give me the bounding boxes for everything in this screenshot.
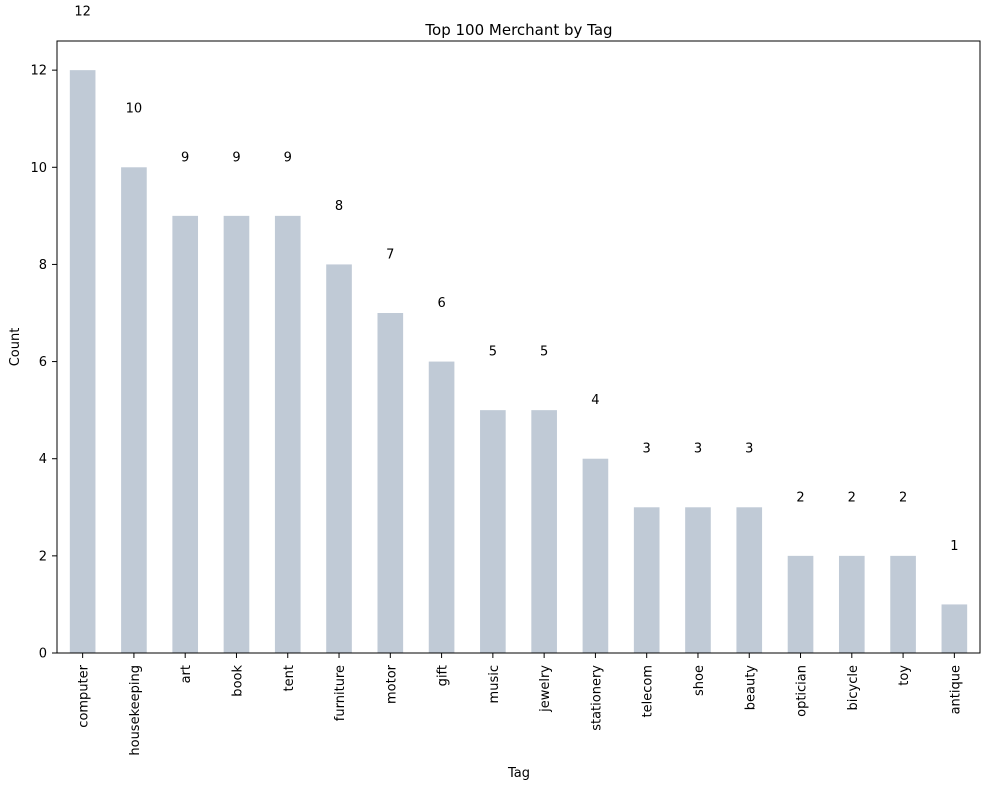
bar-toy — [890, 555, 916, 653]
x-tick-label-tent: tent — [282, 665, 297, 691]
bar-shoe — [685, 507, 711, 653]
x-tick-label-bicycle: bicycle — [846, 665, 861, 710]
x-tick-label-antique: antique — [948, 665, 963, 714]
bars-layer — [69, 70, 968, 654]
bar-furniture — [326, 264, 352, 653]
data-label-music: 5 — [489, 345, 497, 360]
y-tick-label-4: 4 — [39, 452, 47, 467]
x-tick-label-beauty: beauty — [743, 665, 758, 711]
x-tick-label-jewelry: jewelry — [538, 665, 553, 713]
chart-title: Top 100 Merchant by Tag — [424, 21, 612, 39]
y-axis: 0 2 4 6 8 10 12 — [30, 64, 57, 662]
data-label-telecom: 3 — [643, 442, 651, 457]
data-label-computer: 12 — [74, 5, 91, 20]
x-tick-label-housekeeping: housekeeping — [128, 665, 143, 756]
data-labels-layer: 12 10 9 9 9 8 7 6 5 5 4 3 3 3 2 2 2 1 — [74, 5, 958, 554]
data-label-gift: 6 — [437, 296, 445, 311]
y-tick-label-0: 0 — [39, 647, 47, 662]
bar-antique — [941, 604, 968, 653]
bar-stationery — [582, 458, 609, 653]
data-label-optician: 2 — [796, 490, 804, 505]
x-tick-label-furniture: furniture — [333, 665, 348, 721]
bar-jewelry — [531, 410, 557, 653]
x-tick-label-shoe: shoe — [692, 665, 707, 696]
data-label-housekeeping: 10 — [126, 102, 143, 117]
x-tick-label-toy: toy — [897, 665, 912, 686]
bar-telecom — [633, 507, 660, 653]
x-tick-label-book: book — [230, 665, 245, 697]
y-tick-label-12: 12 — [30, 64, 47, 79]
bar-music — [480, 410, 506, 653]
data-label-shoe: 3 — [694, 442, 702, 457]
x-tick-label-computer: computer — [77, 664, 92, 727]
y-axis-label: Count — [8, 328, 23, 367]
data-label-art: 9 — [181, 150, 189, 165]
y-tick-label-10: 10 — [30, 161, 47, 176]
data-label-book: 9 — [232, 150, 240, 165]
data-label-motor: 7 — [386, 247, 394, 262]
x-tick-label-gift: gift — [436, 665, 451, 686]
bar-gift — [428, 361, 455, 653]
bar-computer — [69, 70, 96, 653]
x-tick-label-art: art — [179, 665, 194, 683]
x-tick-label-music: music — [487, 665, 502, 703]
bar-bicycle — [838, 555, 865, 653]
data-label-beauty: 3 — [745, 442, 753, 457]
bar-optician — [787, 555, 814, 653]
bar-housekeeping — [121, 167, 147, 654]
x-axis: computer housekeeping art book tent furniture… — [77, 653, 963, 756]
plot-frame — [56, 40, 981, 654]
x-tick-label-optician: optician — [795, 665, 810, 717]
bar-art — [172, 215, 199, 653]
data-label-bicycle: 2 — [848, 490, 856, 505]
data-label-stationery: 4 — [591, 393, 599, 408]
bar-motor — [377, 313, 404, 653]
data-label-tent: 9 — [284, 150, 292, 165]
bar-tent — [274, 215, 301, 653]
data-label-toy: 2 — [899, 490, 907, 505]
x-axis-label: Tag — [507, 766, 530, 781]
y-tick-label-8: 8 — [39, 258, 47, 273]
bar-beauty — [736, 507, 763, 653]
x-tick-label-motor: motor — [384, 664, 399, 704]
x-tick-label-telecom: telecom — [641, 665, 656, 717]
y-tick-label-2: 2 — [39, 549, 47, 564]
data-label-jewelry: 5 — [540, 345, 548, 360]
y-tick-label-6: 6 — [39, 355, 47, 370]
data-label-antique: 1 — [950, 539, 958, 554]
x-tick-label-stationery: stationery — [589, 665, 604, 731]
bar-book — [223, 215, 250, 653]
data-label-furniture: 8 — [335, 199, 343, 214]
